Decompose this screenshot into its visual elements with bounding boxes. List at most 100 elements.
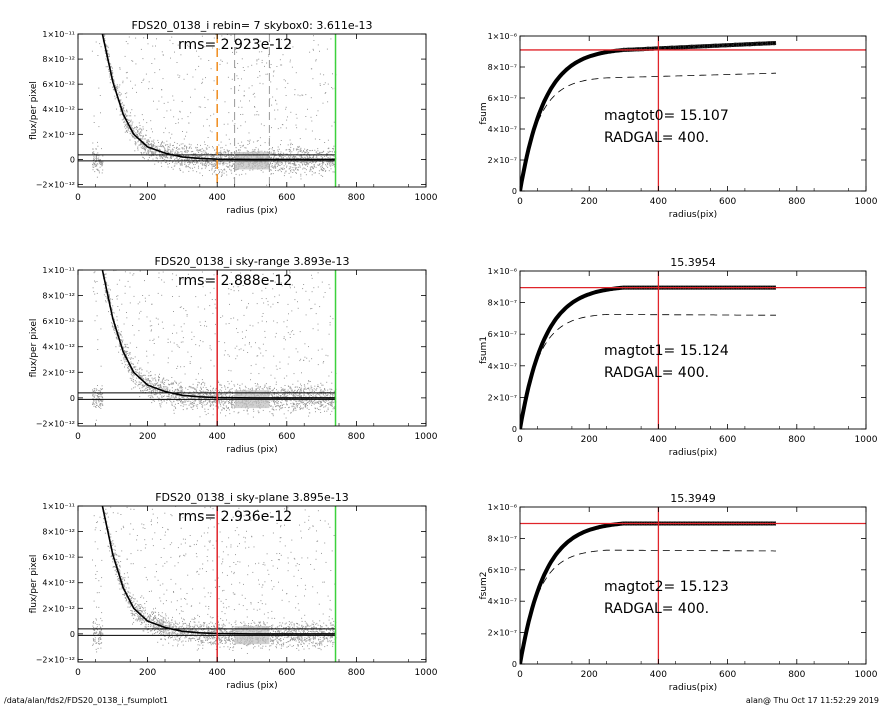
scatter-point bbox=[206, 148, 208, 150]
scatter-point bbox=[269, 405, 271, 407]
scatter-point bbox=[324, 292, 326, 293]
scatter-point bbox=[153, 390, 155, 392]
scatter-point bbox=[199, 401, 201, 403]
scatter-point bbox=[194, 88, 196, 90]
scatter-point bbox=[149, 320, 151, 322]
scatter-point bbox=[243, 314, 245, 316]
scatter-point bbox=[296, 169, 298, 171]
scatter-point bbox=[285, 339, 286, 341]
scatter-point bbox=[269, 402, 271, 403]
scatter-point bbox=[201, 162, 203, 164]
scatter-point bbox=[225, 396, 227, 398]
fsum-marker bbox=[723, 43, 728, 48]
scatter-point bbox=[123, 106, 125, 108]
scatter-point bbox=[189, 398, 191, 400]
scatter-point bbox=[133, 366, 135, 367]
scatter-point bbox=[324, 410, 325, 412]
scatter-point bbox=[170, 396, 172, 398]
scatter-point bbox=[242, 67, 244, 68]
scatter-point bbox=[193, 280, 195, 282]
scatter-point bbox=[152, 384, 154, 386]
scatter-point bbox=[201, 148, 203, 150]
scatter-point bbox=[255, 147, 257, 149]
scatter-point bbox=[276, 396, 278, 398]
scatter-point bbox=[311, 120, 313, 122]
scatter-point bbox=[159, 157, 161, 159]
scatter-point bbox=[293, 393, 295, 395]
scatter-point bbox=[228, 288, 230, 290]
scatter-point bbox=[92, 151, 94, 153]
scatter-point bbox=[287, 161, 289, 163]
scatter-point bbox=[173, 396, 174, 398]
scatter-point bbox=[274, 155, 276, 157]
x-tick-label: 1000 bbox=[415, 193, 438, 203]
scatter-point bbox=[123, 107, 125, 109]
x-tick-label: 400 bbox=[209, 193, 226, 203]
scatter-point bbox=[323, 84, 325, 85]
scatter-point bbox=[152, 151, 154, 153]
scatter-point bbox=[289, 391, 291, 393]
fsum-marker bbox=[737, 42, 743, 47]
scatter-point bbox=[119, 237, 120, 238]
scatter-point bbox=[315, 313, 317, 315]
fsum-marker bbox=[679, 45, 685, 50]
scatter-point bbox=[92, 394, 94, 396]
scatter-point bbox=[97, 339, 99, 341]
scatter-point bbox=[164, 382, 166, 383]
scatter-point bbox=[195, 296, 197, 298]
scatter-point bbox=[194, 394, 195, 396]
scatter-point bbox=[148, 150, 150, 151]
scatter-point bbox=[138, 330, 140, 332]
scatter-point bbox=[199, 149, 201, 151]
scatter-point bbox=[285, 400, 287, 402]
scatter-point bbox=[296, 127, 298, 129]
scatter-point bbox=[267, 304, 269, 306]
scatter-point bbox=[194, 155, 196, 157]
scatter-point bbox=[123, 104, 125, 106]
scatter-point bbox=[293, 409, 294, 411]
scatter-point bbox=[231, 152, 233, 154]
scatter-point bbox=[269, 98, 271, 100]
scatter-point bbox=[111, 309, 113, 311]
scatter-point bbox=[115, 333, 117, 335]
scatter-point bbox=[240, 114, 242, 115]
scatter-point bbox=[95, 157, 97, 159]
scatter-point bbox=[231, 156, 233, 158]
scatter-point bbox=[217, 380, 219, 382]
scatter-point bbox=[139, 125, 141, 126]
scatter-point bbox=[281, 168, 283, 169]
scatter-point bbox=[213, 287, 215, 289]
scatter-point bbox=[139, 396, 141, 398]
scatter-point bbox=[288, 393, 290, 395]
scatter-point bbox=[247, 144, 249, 145]
scatter-point bbox=[129, 367, 131, 369]
scatter-point bbox=[213, 37, 215, 39]
scatter-point bbox=[261, 298, 263, 299]
scatter-point bbox=[176, 285, 178, 287]
scatter-point bbox=[234, 123, 236, 125]
scatter-point bbox=[148, 81, 150, 83]
scatter-point bbox=[215, 169, 217, 171]
scatter-point bbox=[195, 404, 197, 406]
scatter-point bbox=[333, 145, 335, 147]
scatter-point bbox=[201, 35, 203, 37]
scatter-point bbox=[241, 141, 243, 143]
scatter-point bbox=[298, 394, 300, 396]
scatter-point bbox=[196, 171, 198, 173]
scatter-point bbox=[132, 363, 134, 365]
scatter-point bbox=[291, 389, 293, 391]
scatter-point bbox=[314, 390, 315, 392]
scatter-point bbox=[147, 389, 148, 391]
scatter-point bbox=[128, 36, 130, 38]
scatter-point bbox=[207, 161, 208, 163]
scatter-point bbox=[157, 382, 159, 384]
scatter-point bbox=[141, 378, 143, 380]
scatter-point bbox=[123, 119, 125, 121]
scatter-point bbox=[187, 400, 189, 402]
fsum-marker bbox=[703, 44, 709, 49]
scatter-point bbox=[167, 362, 169, 364]
scatter-point bbox=[94, 403, 96, 405]
scatter-point bbox=[232, 51, 233, 53]
scatter-point bbox=[116, 264, 117, 265]
scatter-point bbox=[310, 157, 312, 158]
